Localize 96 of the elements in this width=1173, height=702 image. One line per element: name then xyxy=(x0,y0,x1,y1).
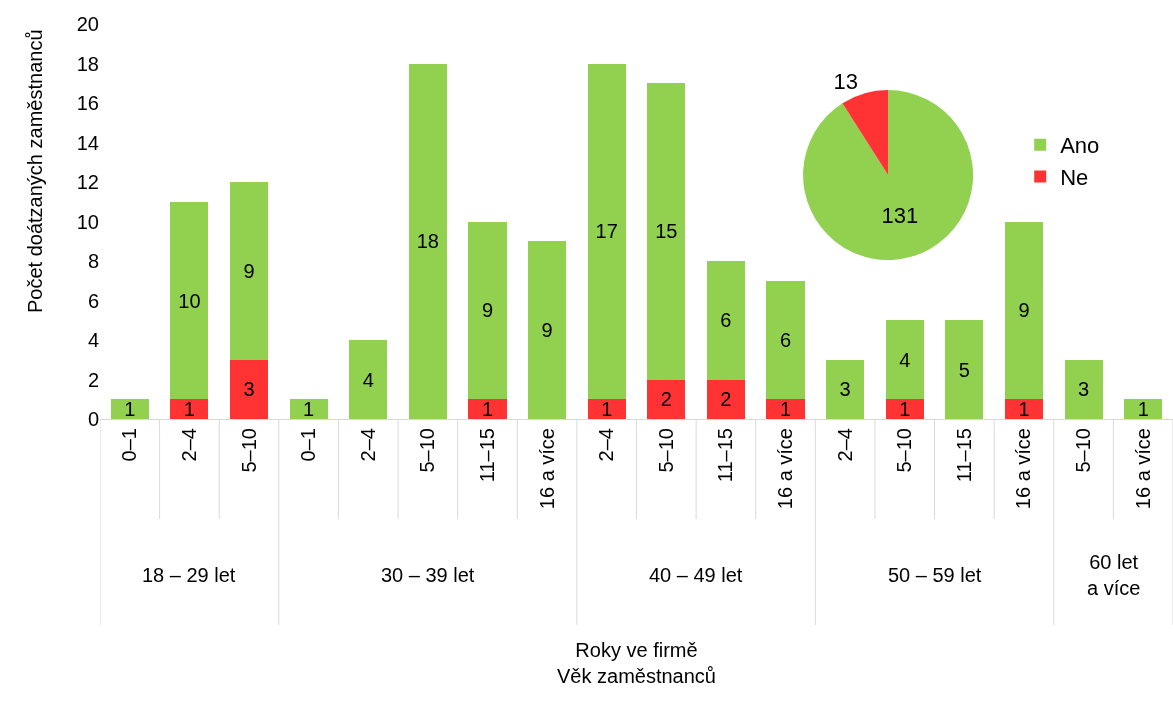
x-tick-label: 2–4 xyxy=(595,428,618,462)
text: 30 – 39 let xyxy=(381,564,475,586)
x-tick-label: 2–4 xyxy=(177,428,200,462)
bar xyxy=(587,399,626,419)
x-tick-label: 5–10 xyxy=(416,428,439,473)
bar xyxy=(766,280,805,400)
y-tick-label: 14 xyxy=(76,131,99,154)
data-label: 10 xyxy=(178,289,201,312)
x-tick-label: 16 a více xyxy=(774,428,797,510)
x-tick-label: 2–4 xyxy=(356,428,379,462)
y-tick-label: 12 xyxy=(76,171,99,193)
y-tick-label: 2 xyxy=(87,368,99,391)
bar xyxy=(826,359,865,419)
bar xyxy=(1004,399,1044,419)
bar xyxy=(945,320,984,419)
data-label: 1 xyxy=(183,398,195,421)
x-tick-label: 5–10 xyxy=(654,428,677,473)
bar xyxy=(647,83,686,380)
bar xyxy=(110,399,149,419)
bar xyxy=(885,320,924,400)
data-label: 2 xyxy=(720,388,732,411)
x-tick-label: 16 a více xyxy=(1012,428,1035,510)
x-tick-label: 5–10 xyxy=(237,428,260,473)
y-tick-label: 0 xyxy=(87,408,99,430)
text: 18 – 29 let xyxy=(142,564,236,586)
legend-label: Ano xyxy=(1060,133,1100,159)
data-label: 4 xyxy=(362,368,374,391)
y-tick-label: 8 xyxy=(87,250,99,272)
bar xyxy=(349,340,388,419)
data-label: 1 xyxy=(124,398,136,421)
x-tick-label: 5–10 xyxy=(893,428,916,473)
data-label: 6 xyxy=(779,329,792,351)
bar xyxy=(1004,221,1044,400)
data-label: 5 xyxy=(958,358,970,381)
data-label: 13 xyxy=(833,69,859,95)
data-label: 1 xyxy=(779,398,792,421)
bar xyxy=(1064,359,1103,419)
data-label: 1 xyxy=(303,398,315,421)
data-label: 15 xyxy=(655,220,678,243)
data-label: 1 xyxy=(601,398,613,421)
data-label: 3 xyxy=(839,378,851,401)
data-label: 1 xyxy=(1137,398,1149,421)
y-tick-label: 18 xyxy=(76,52,99,75)
bar xyxy=(885,399,924,419)
bar xyxy=(170,399,209,419)
data-label: 3 xyxy=(243,378,255,401)
x-tick-label: 11–15 xyxy=(475,428,498,483)
data-label: 131 xyxy=(881,203,919,229)
bar xyxy=(587,63,626,400)
bar xyxy=(468,221,507,400)
y-tick-label: 10 xyxy=(76,210,99,233)
bar xyxy=(1124,399,1163,419)
data-label: 2 xyxy=(660,388,672,411)
y-tick-label: 16 xyxy=(76,92,99,114)
bar xyxy=(528,241,567,419)
pie-slice xyxy=(842,90,889,175)
x-tick-label: 0–1 xyxy=(297,428,320,462)
data-label: 9 xyxy=(541,319,553,342)
bar xyxy=(647,379,686,419)
y-axis-title: Počet doátzaných zaměstnanců xyxy=(24,29,46,313)
bar xyxy=(766,399,805,419)
text: 60 let a více xyxy=(1087,551,1141,599)
x-tick-label: 2–4 xyxy=(833,428,856,462)
y-tick-label: 20 xyxy=(76,13,99,35)
text: 40 – 49 let xyxy=(649,564,743,586)
data-label: 6 xyxy=(720,309,732,332)
x-tick-label: 5–10 xyxy=(1072,428,1095,473)
y-tick-label: 4 xyxy=(87,329,99,351)
data-label: 9 xyxy=(1018,299,1030,322)
pie-slice xyxy=(803,90,974,260)
data-label: 3 xyxy=(1078,378,1090,401)
bar xyxy=(229,182,269,360)
bar xyxy=(468,399,507,419)
data-label: 1 xyxy=(481,398,494,421)
data-label: 18 xyxy=(416,230,439,253)
bar xyxy=(289,399,328,419)
data-label: 17 xyxy=(595,220,618,243)
y-tick-label: 6 xyxy=(87,289,99,312)
bar xyxy=(706,261,745,380)
data-label: 1 xyxy=(1018,398,1030,421)
x-tick-label: 11–15 xyxy=(952,428,975,483)
bar xyxy=(229,359,269,419)
data-label: 4 xyxy=(899,348,911,371)
data-label: 9 xyxy=(243,259,255,282)
x-axis-title: Roky ve firmě Věk zaměstnanců xyxy=(557,639,716,687)
x-tick-label: 11–15 xyxy=(714,428,737,483)
text: 50 – 59 let xyxy=(888,564,982,586)
bar xyxy=(170,201,209,400)
bar xyxy=(706,379,745,419)
bar xyxy=(408,63,447,419)
x-tick-label: 16 a více xyxy=(1131,428,1154,510)
x-tick-label: 16 a více xyxy=(535,428,558,510)
x-tick-label: 0–1 xyxy=(118,428,141,462)
data-label: 9 xyxy=(481,299,494,322)
legend-label: Ne xyxy=(1060,164,1089,190)
data-label: 1 xyxy=(899,398,911,421)
